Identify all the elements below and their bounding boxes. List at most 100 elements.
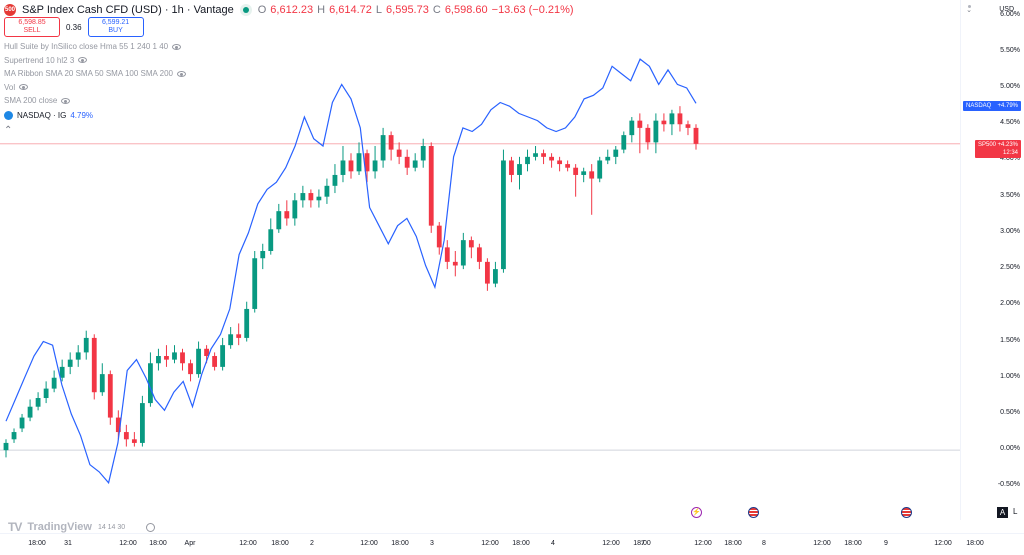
x-tick-label: 2 (310, 540, 314, 547)
candle-body (436, 225, 442, 248)
x-tick-label: 18:00 (149, 540, 167, 547)
indicator-label: MA Ribbon SMA 20 SMA 50 SMA 100 SMA 200 (4, 69, 173, 78)
candle-body (581, 171, 587, 175)
y-tick-label: 6.00% (1000, 10, 1020, 18)
candle-body (645, 127, 651, 143)
x-tick-label: 12:00 (481, 540, 499, 547)
indicator-label: Vol (4, 82, 16, 92)
market-status-icon[interactable] (239, 4, 252, 16)
indicator-vol[interactable]: Vol (4, 81, 186, 95)
ohlc-values: O 6,612.23 H 6,614.72 L 6,595.73 C 6,598.60 … (258, 4, 574, 16)
candle-body (420, 145, 426, 161)
indicator-sma200[interactable]: SMA 200 close (4, 94, 186, 108)
symbol-title[interactable]: S&P Index Cash CFD (USD) · 1h · Vantage (22, 4, 234, 16)
candle-body (316, 196, 322, 201)
candle-body (3, 442, 9, 451)
y-tick-label: 1.00% (1000, 372, 1020, 380)
close-label: C (432, 4, 441, 16)
price-scale[interactable]: ⌄ USD 6.00% 5.50% 5.00% 4.50% 4.00% 3.50% 3.00… (960, 0, 1024, 520)
indicator-hull[interactable]: Hull Suite by InSilico close Hma 55 1 24… (4, 40, 186, 54)
x-tick-label: 18:00 (724, 540, 742, 547)
trade-buttons: 6,598.85 SELL 0.36 6,599.21 BUY (4, 17, 144, 37)
more-icon[interactable] (968, 5, 971, 8)
y-tick-label: 5.00% (1000, 83, 1020, 91)
sell-button[interactable]: 6,598.85 SELL (4, 17, 60, 37)
candle-body (685, 124, 691, 128)
log-scale-button[interactable]: L (1013, 507, 1018, 516)
candle-body (541, 153, 546, 157)
nasdaq-compare-line[interactable] (5, 58, 697, 485)
us-flag-event-icon[interactable] (901, 507, 912, 518)
candle-body (324, 185, 330, 197)
candle-body (115, 417, 121, 433)
buy-button[interactable]: 6,599.21 BUY (87, 17, 144, 37)
price-chart[interactable] (0, 0, 960, 520)
open-label: O (257, 4, 267, 16)
candle-body (228, 334, 234, 346)
chevron-down-icon[interactable]: ⌄ (966, 7, 972, 14)
currency-label[interactable]: USD (999, 6, 1014, 13)
y-tick-label: 0.00% (1000, 445, 1020, 453)
eye-icon[interactable] (61, 97, 71, 104)
candle-body (292, 200, 298, 219)
x-tick-label: 12:00 (239, 540, 257, 547)
auto-scale-button[interactable]: A (997, 507, 1008, 518)
candle-body (83, 337, 89, 353)
candle-body (27, 406, 33, 418)
candle-body (428, 145, 434, 226)
time-scale[interactable]: 18:00 31 12:00 18:00 Apr 12:00 18:00 2 12:00 18:0… (0, 533, 1024, 555)
candle-body (404, 156, 410, 168)
y-tick-label: -0.50% (997, 481, 1020, 489)
y-tick-label: 0.50% (1000, 408, 1020, 416)
candle-body (388, 135, 394, 150)
candle-body (180, 352, 185, 364)
x-tick-label: 12:00 (934, 540, 952, 547)
candle-body (476, 247, 482, 262)
candle-body (308, 193, 314, 201)
lightning-event-icon[interactable]: ⚡ (691, 507, 702, 518)
candle-body (501, 160, 506, 270)
x-tick-label: 18:00 (633, 540, 651, 547)
indicator-label: Hull Suite by InSilico close Hma 55 1 24… (4, 42, 169, 51)
eye-icon[interactable] (19, 84, 29, 91)
low-label: L (375, 4, 383, 16)
eye-icon[interactable] (176, 70, 186, 77)
x-tick-label: 7 (641, 540, 645, 547)
candle-body (204, 348, 209, 357)
x-tick-label: 31 (64, 540, 72, 547)
candle-body (557, 160, 563, 165)
candle-body (380, 135, 386, 161)
compare-value: 4.79% (70, 110, 94, 120)
x-tick-label: 18:00 (966, 540, 984, 547)
candle-body (621, 135, 627, 150)
x-tick-label: 12:00 (119, 540, 137, 547)
x-tick-label: 12:00 (813, 540, 831, 547)
candle-body (613, 149, 619, 157)
us-flag-event-icon[interactable] (748, 507, 759, 518)
candle-body (164, 356, 169, 360)
brand-name: TradingView (27, 521, 92, 533)
candle-body (525, 156, 530, 165)
compare-symbol[interactable]: 100 NASDAQ · IG 4.79% (4, 109, 186, 123)
x-tick-label: 18:00 (844, 540, 862, 547)
gear-icon[interactable] (146, 523, 155, 532)
indicator-ma-ribbon[interactable]: MA Ribbon SMA 20 SMA 50 SMA 100 SMA 200 (4, 67, 186, 81)
candle-body (156, 356, 161, 364)
candle-body (364, 153, 370, 172)
indicator-supertrend[interactable]: Supertrend 10 hl2 3 (4, 54, 186, 68)
candle-body (637, 120, 643, 128)
open-value: 6,612.23 (270, 4, 314, 16)
indicator-list: Hull Suite by InSilico close Hma 55 1 24… (4, 40, 186, 138)
indicator-label: Supertrend 10 hl2 3 (4, 55, 75, 65)
eye-icon[interactable] (172, 43, 182, 50)
candle-body (605, 156, 611, 161)
tradingview-logo: TV TradingView 14 14 30 (8, 520, 125, 534)
x-tick-label: 4 (551, 540, 555, 547)
candle-body (123, 432, 129, 440)
candle-body (332, 174, 338, 186)
chart-pane[interactable] (0, 0, 960, 520)
candle-body (252, 258, 258, 309)
eye-icon[interactable] (78, 57, 88, 64)
candle-body (300, 193, 306, 201)
collapse-legend-icon[interactable]: ⌃ (4, 125, 13, 136)
